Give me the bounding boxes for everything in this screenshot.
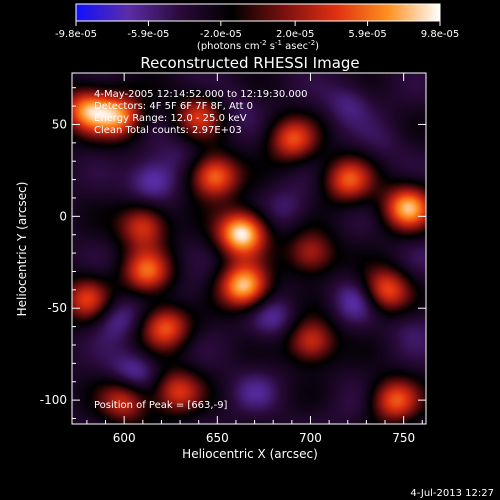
heatmap-canvas [72, 73, 426, 424]
x-axis: 600 650 700 750 [86, 73, 423, 445]
annotations: 4-May-2005 12:14:52.000 to 12:19:30.000D… [94, 89, 307, 136]
x-tick-label: 600 [113, 431, 136, 445]
x-tick-label: 750 [392, 431, 415, 445]
colorbar-ticks: -9.8e-05 -5.9e-05 -2.0e-05 2.0e-05 5.9e-05 9.… [55, 21, 459, 40]
colorbar-gradient [75, 3, 441, 22]
colorbar-tick-label: -9.8e-05 [55, 29, 97, 40]
y-tick-label: 0 [59, 209, 67, 223]
annotation-line: Clean Total counts: 2.97E+03 [94, 125, 242, 136]
y-tick-label: 50 [52, 117, 67, 131]
x-axis-label: Heliocentric X (arcsec) [182, 447, 318, 461]
y-tick-label: -50 [47, 301, 67, 315]
colorbar-tick-label: 2.0e-05 [276, 29, 314, 40]
x-tick-label: 650 [206, 431, 229, 445]
axes-frame [71, 72, 427, 425]
colorbar: -9.8e-05 -5.9e-05 -2.0e-05 2.0e-05 5.9e-05 9.… [55, 3, 459, 52]
y-tick-label: -100 [40, 393, 67, 407]
chart-title: Reconstructed RHESSI Image [140, 54, 359, 72]
colorbar-tick-label: 5.9e-05 [348, 29, 386, 40]
y-axis-label: Heliocentric Y (arcsec) [15, 182, 29, 317]
peak-position-label: Position of Peak = [663,-9] [94, 400, 228, 411]
y-axis: -100 -50 0 50 [40, 87, 426, 419]
image-area [72, 73, 426, 424]
colorbar-tick-label: -2.0e-05 [200, 29, 242, 40]
annotation-line: 4-May-2005 12:14:52.000 to 12:19:30.000 [94, 89, 307, 100]
colorbar-label: (photons cm-2 s-1 asec-2) [197, 39, 319, 52]
annotation-line: Energy Range: 12.0 - 25.0 keV [94, 113, 247, 124]
x-tick-label: 700 [299, 431, 322, 445]
footer-date: 4-Jul-2013 12:27 [410, 488, 494, 499]
annotation-line: Detectors: 4F 5F 6F 7F 8F, Att 0 [94, 101, 253, 112]
colorbar-tick-label: -5.9e-05 [127, 29, 169, 40]
colorbar-tick-label: 9.8e-05 [421, 29, 459, 40]
